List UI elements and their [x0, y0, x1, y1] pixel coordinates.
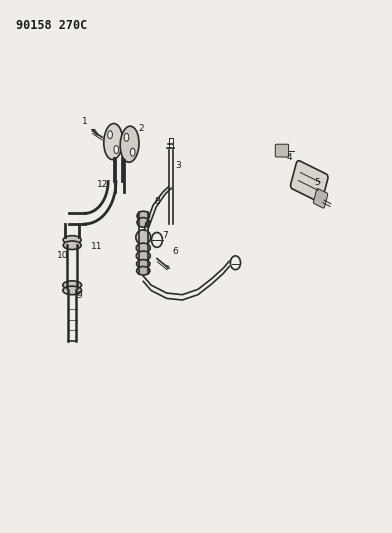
Text: 12: 12: [96, 180, 108, 189]
FancyBboxPatch shape: [313, 189, 328, 208]
Ellipse shape: [137, 217, 149, 227]
Ellipse shape: [136, 230, 151, 245]
Ellipse shape: [136, 251, 150, 261]
Ellipse shape: [114, 146, 119, 154]
Ellipse shape: [63, 241, 81, 249]
Text: 9: 9: [76, 291, 82, 300]
Text: 8: 8: [155, 197, 161, 206]
Circle shape: [151, 232, 162, 247]
Text: 4: 4: [286, 153, 292, 162]
Ellipse shape: [120, 126, 139, 162]
Text: 10: 10: [57, 252, 68, 260]
Text: 7: 7: [162, 231, 168, 240]
Text: 2: 2: [138, 124, 144, 133]
Ellipse shape: [136, 243, 150, 253]
Ellipse shape: [137, 260, 150, 268]
Circle shape: [230, 256, 241, 270]
Text: 3: 3: [176, 161, 181, 170]
Text: 6: 6: [173, 247, 179, 256]
Ellipse shape: [63, 236, 81, 244]
Ellipse shape: [137, 211, 149, 221]
Text: 5: 5: [314, 178, 320, 187]
Ellipse shape: [108, 131, 113, 139]
Text: 1: 1: [82, 117, 87, 126]
Ellipse shape: [63, 286, 82, 295]
FancyBboxPatch shape: [290, 161, 328, 202]
Text: 90158 270C: 90158 270C: [16, 19, 87, 33]
Ellipse shape: [63, 281, 82, 289]
Ellipse shape: [131, 148, 135, 156]
Ellipse shape: [124, 133, 129, 141]
Text: 11: 11: [91, 242, 102, 251]
FancyBboxPatch shape: [275, 144, 289, 157]
Ellipse shape: [104, 124, 123, 159]
Ellipse shape: [137, 266, 150, 275]
